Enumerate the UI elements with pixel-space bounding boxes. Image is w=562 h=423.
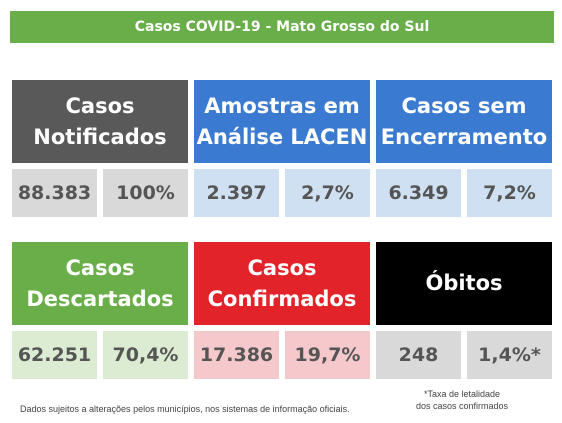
percent-obitos: 1,4%* [467, 331, 552, 379]
card-header-casos-notificados: Casos Notificados [12, 80, 188, 163]
count-casos-sem-encerramento: 6.349 [376, 169, 461, 217]
letalidade-footnote-line1: *Taxa de letalidade [423, 389, 501, 399]
letalidade-footnote: *Taxa de letalidade dos casos confirmado… [392, 388, 532, 412]
letalidade-footnote-line2: dos casos confirmados [415, 401, 509, 411]
count-amostras-lacen: 2.397 [194, 169, 279, 217]
stats-row-top: Casos Notificados 88.383 100% Amostras e… [12, 80, 552, 217]
card-casos-descartados: Casos Descartados 62.251 70,4% [12, 242, 188, 379]
count-casos-confirmados: 17.386 [194, 331, 279, 379]
card-header-casos-descartados: Casos Descartados [12, 242, 188, 325]
card-values-casos-confirmados: 17.386 19,7% [194, 331, 370, 379]
card-values-casos-descartados: 62.251 70,4% [12, 331, 188, 379]
percent-casos-sem-encerramento: 7,2% [467, 169, 552, 217]
percent-casos-descartados: 70,4% [103, 331, 188, 379]
card-header-amostras-lacen: Amostras em Análise LACEN [194, 80, 370, 163]
card-header-obitos: Óbitos [376, 242, 552, 325]
card-amostras-lacen: Amostras em Análise LACEN 2.397 2,7% [194, 80, 370, 217]
card-values-casos-notificados: 88.383 100% [12, 169, 188, 217]
card-casos-sem-encerramento: Casos sem Encerramento 6.349 7,2% [376, 80, 552, 217]
card-casos-notificados: Casos Notificados 88.383 100% [12, 80, 188, 217]
data-disclaimer: Dados sujeitos a alterações pelos municí… [20, 404, 350, 414]
dashboard-title: Casos COVID-19 - Mato Grosso do Sul [134, 19, 430, 35]
dashboard-title-banner: Casos COVID-19 - Mato Grosso do Sul [10, 11, 554, 43]
card-values-amostras-lacen: 2.397 2,7% [194, 169, 370, 217]
card-values-obitos: 248 1,4%* [376, 331, 552, 379]
count-obitos: 248 [376, 331, 461, 379]
percent-casos-confirmados: 19,7% [285, 331, 370, 379]
card-header-casos-sem-encerramento: Casos sem Encerramento [376, 80, 552, 163]
stats-row-bottom: Casos Descartados 62.251 70,4% Casos Con… [12, 242, 552, 379]
count-casos-descartados: 62.251 [12, 331, 97, 379]
card-obitos: Óbitos 248 1,4%* [376, 242, 552, 379]
card-values-casos-sem-encerramento: 6.349 7,2% [376, 169, 552, 217]
percent-casos-notificados: 100% [103, 169, 188, 217]
card-header-casos-confirmados: Casos Confirmados [194, 242, 370, 325]
card-casos-confirmados: Casos Confirmados 17.386 19,7% [194, 242, 370, 379]
count-casos-notificados: 88.383 [12, 169, 97, 217]
percent-amostras-lacen: 2,7% [285, 169, 370, 217]
